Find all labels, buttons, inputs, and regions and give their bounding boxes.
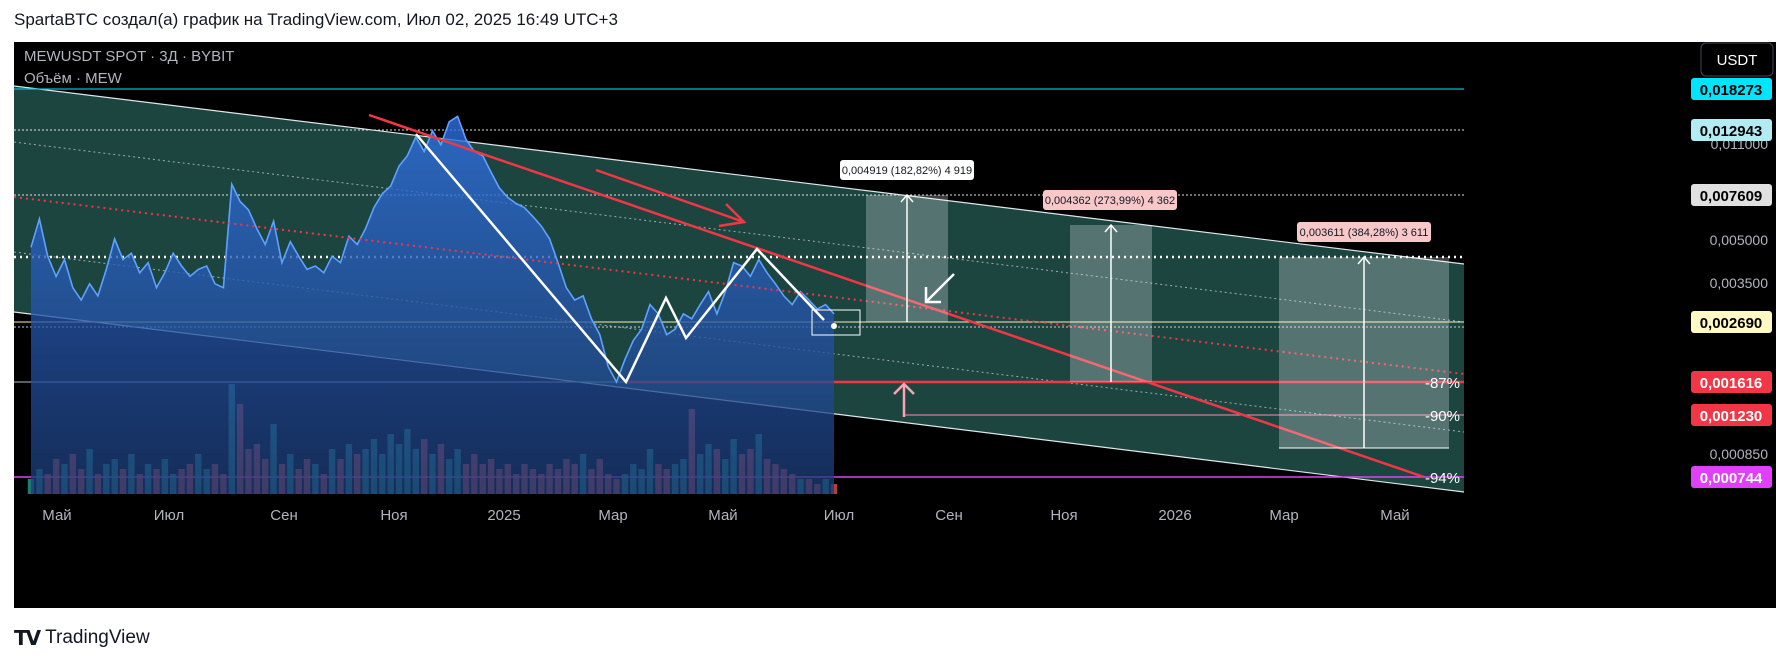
price-label: 0,001616 <box>1700 375 1763 392</box>
price-label: 0,007609 <box>1700 188 1763 205</box>
chart-caption: SpartaBTC создал(а) график на TradingVie… <box>14 10 618 29</box>
percent-label: -90% <box>1425 408 1460 425</box>
x-tick-label: Май <box>708 507 737 524</box>
price-label-bg <box>1691 311 1772 333</box>
price-label-bg <box>1691 119 1772 141</box>
percent-label: -87% <box>1425 375 1460 392</box>
x-tick-label: Май <box>42 507 71 524</box>
price-label: 0,012943 <box>1700 123 1763 140</box>
x-tick-label: Июл <box>824 507 854 524</box>
y-tick-label: 0,005000 <box>1710 232 1769 248</box>
y-tick-label: 0,003500 <box>1710 275 1769 291</box>
measure-labels: 0,004919 (182,82%) 4 919 0,004362 (273,99… <box>840 160 1431 242</box>
current-price-box <box>811 309 861 336</box>
pink-arrow-head <box>893 382 915 395</box>
price-line <box>30 115 835 384</box>
price-label-bg <box>1691 466 1772 488</box>
price-label-bg <box>1691 184 1772 206</box>
price-label-bg <box>1691 78 1772 100</box>
measure-label: 0,004362 (273,99%) 4 362 <box>1045 195 1175 207</box>
resistance-line <box>368 113 1425 479</box>
price-label: 0,002690 <box>1700 315 1763 332</box>
measure-label: 0,003611 (384,28%) 3 611 <box>1300 227 1429 239</box>
white-pattern-line <box>415 133 825 385</box>
x-tick-label: 2026 <box>1158 507 1191 524</box>
measure-arrow-3-head <box>1357 255 1371 265</box>
measure-arrow-1-head <box>900 193 914 203</box>
measure-label-bg <box>840 160 974 180</box>
price-label: 0,018273 <box>1700 82 1763 99</box>
chart-panel[interactable]: Май Июл Сен Ноя 2025 Мар Май Июл Сен Ноя 2026 Мар Ма… <box>14 42 1776 608</box>
legend-volume: Объём · MEW <box>24 70 123 87</box>
x-tick-label: Май <box>1380 507 1409 524</box>
white-arrow-line <box>925 273 955 303</box>
percent-label: -94% <box>1425 470 1460 487</box>
last-price-dot <box>831 323 837 329</box>
price-label: 0,000744 <box>1700 470 1763 487</box>
x-tick-label: Июл <box>154 507 184 524</box>
channel-mid-upper-line <box>14 141 1465 323</box>
currency-button[interactable]: USDT <box>1700 42 1774 77</box>
chart-svg[interactable]: Май Июл Сен Ноя 2025 Мар Май Июл Сен Ноя 2026 Мар Ма… <box>14 42 1776 608</box>
x-tick-label: Ноя <box>1050 507 1077 524</box>
y-tick-label: 0,000850 <box>1710 446 1769 462</box>
white-arrow-head <box>924 287 941 304</box>
measure-label-bg <box>1043 190 1177 210</box>
channel-upper-line <box>14 85 1465 265</box>
x-tick-label: Мар <box>598 507 627 524</box>
price-label-bg <box>1691 404 1772 426</box>
measure-label: 0,004919 (182,82%) 4 919 <box>842 165 972 177</box>
tradingview-logo-icon: TV <box>14 626 41 650</box>
measure-label-bg <box>1297 222 1431 242</box>
legend-symbol: MEWUSDT SPOT · 3Д · BYBIT <box>24 48 234 65</box>
x-tick-label: Сен <box>935 507 962 524</box>
footer-brand: TV TradingView <box>14 626 150 650</box>
price-label-bg <box>1691 371 1772 393</box>
x-tick-label: 2025 <box>487 507 520 524</box>
price-labels: 0,018273 0,012943 0,007609 0,002690 0,001616… <box>1691 78 1772 488</box>
currency-button-label[interactable]: USDT <box>1717 52 1758 69</box>
x-tick-label: Мар <box>1269 507 1298 524</box>
arrow-head <box>718 203 747 228</box>
measure-arrow-2-head <box>1104 223 1118 233</box>
arrow-line <box>595 168 745 224</box>
x-tick-label: Ноя <box>380 507 407 524</box>
price-area <box>31 116 834 495</box>
price-label: 0,001230 <box>1700 408 1763 425</box>
x-tick-label: Сен <box>270 507 297 524</box>
footer-brand-name: TradingView <box>45 627 150 648</box>
x-axis: Май Июл Сен Ноя 2025 Мар Май Июл Сен Ноя 2026 Мар Ма… <box>42 507 1409 524</box>
percent-labels: -87% -90% -94% <box>1425 375 1460 487</box>
